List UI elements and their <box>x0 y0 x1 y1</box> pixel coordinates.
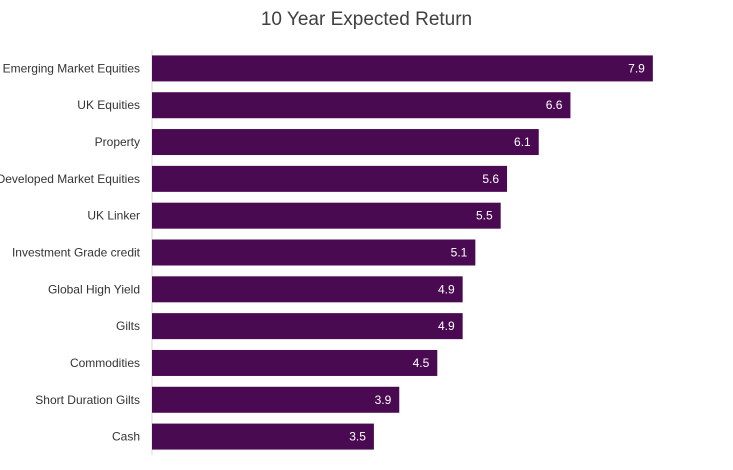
data-label: 5.6 <box>482 172 499 186</box>
category-label: UK Linker <box>87 209 140 223</box>
bar <box>152 92 571 119</box>
data-label: 6.1 <box>514 135 531 149</box>
bar <box>152 55 653 82</box>
category-label: Global High Yield <box>48 282 140 296</box>
data-label: 3.5 <box>349 430 366 444</box>
data-label: 5.1 <box>451 246 468 260</box>
data-label: 4.9 <box>438 319 455 333</box>
data-label: 4.9 <box>438 282 455 296</box>
bar <box>152 313 463 340</box>
category-label: Developed Market Equities <box>0 172 140 186</box>
bar <box>152 423 374 450</box>
category-label: Commodities <box>70 356 140 370</box>
category-label: UK Equities <box>77 98 140 112</box>
data-label: 5.5 <box>476 209 493 223</box>
data-label: 3.9 <box>375 393 392 407</box>
bar <box>152 202 501 229</box>
category-label: Investment Grade credit <box>12 246 141 260</box>
category-label: Gilts <box>116 319 140 333</box>
data-label: 6.6 <box>546 98 563 112</box>
category-label: Property <box>95 135 140 149</box>
bar <box>152 129 539 156</box>
bar <box>152 239 476 266</box>
data-label: 4.5 <box>413 356 430 370</box>
category-label: Cash <box>112 430 140 444</box>
category-label: Short Duration Gilts <box>35 393 140 407</box>
data-label: 7.9 <box>628 61 645 75</box>
chart-title: 10 Year Expected Return <box>260 9 473 30</box>
bar <box>152 165 508 192</box>
bar <box>152 276 463 303</box>
category-label: Emerging Market Equities <box>3 61 140 75</box>
bar <box>152 386 400 413</box>
bar <box>152 349 438 376</box>
